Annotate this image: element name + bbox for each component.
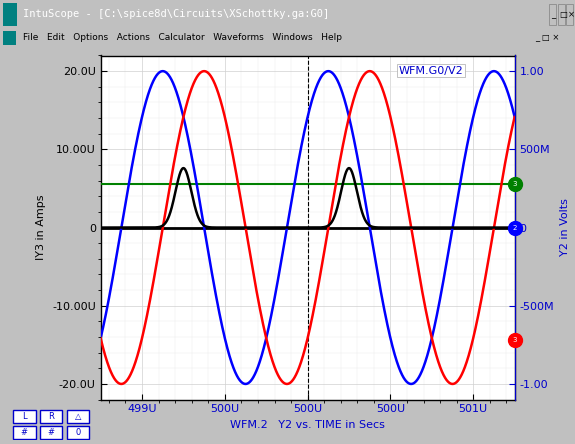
Text: L: L xyxy=(22,412,26,421)
Text: △: △ xyxy=(75,412,81,421)
Text: _ □ ×: _ □ × xyxy=(535,33,559,42)
Bar xyxy=(558,4,565,24)
Bar xyxy=(3,3,17,26)
Text: WFM.G0/V2: WFM.G0/V2 xyxy=(398,66,463,76)
Text: 3: 3 xyxy=(512,181,517,187)
Bar xyxy=(549,4,556,24)
Bar xyxy=(13,425,36,439)
Y-axis label: IY3 in Amps: IY3 in Amps xyxy=(36,195,47,260)
Bar xyxy=(566,4,573,24)
X-axis label: WFM.2   Y2 vs. TIME in Secs: WFM.2 Y2 vs. TIME in Secs xyxy=(230,420,385,430)
Text: #: # xyxy=(21,428,28,437)
Y-axis label: Y2 in Volts: Y2 in Volts xyxy=(559,198,570,257)
Bar xyxy=(40,410,63,423)
Bar xyxy=(40,425,63,439)
Bar xyxy=(13,410,36,423)
Text: □: □ xyxy=(559,10,568,19)
Bar xyxy=(67,425,89,439)
Text: _: _ xyxy=(551,10,555,19)
Text: ×: × xyxy=(568,10,575,19)
Text: R: R xyxy=(48,412,54,421)
Text: IntuScope - [C:\spice8d\Circuits\XSchottky.ga:G0]: IntuScope - [C:\spice8d\Circuits\XSchott… xyxy=(23,9,329,20)
Bar xyxy=(3,31,16,45)
Text: 3: 3 xyxy=(512,337,517,343)
Text: 0: 0 xyxy=(75,428,80,437)
Text: File   Edit   Options   Actions   Calculator   Waveforms   Windows   Help: File Edit Options Actions Calculator Wav… xyxy=(23,33,342,42)
Text: 2: 2 xyxy=(512,225,517,230)
Bar xyxy=(67,410,89,423)
Text: #: # xyxy=(48,428,55,437)
